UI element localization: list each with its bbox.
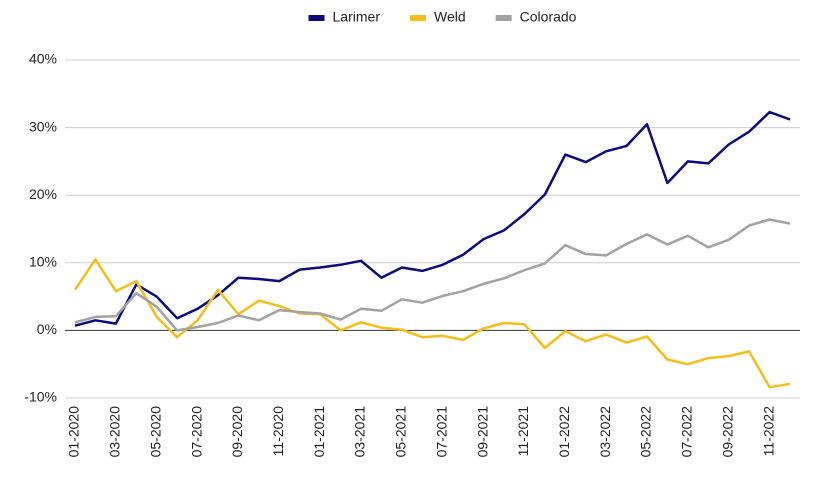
x-tick-label: 01-2020 — [66, 406, 82, 458]
x-tick-label: 11-2021 — [515, 406, 531, 457]
legend-swatch — [308, 15, 325, 21]
x-tick-label: 09-2021 — [474, 406, 490, 458]
y-tick-label: 10% — [29, 254, 57, 270]
x-tick-label: 03-2020 — [107, 406, 123, 458]
x-tick-label: 07-2021 — [433, 406, 449, 458]
x-tick-label: 01-2022 — [556, 406, 572, 458]
y-tick-label: 20% — [29, 186, 57, 202]
legend-swatch — [409, 15, 426, 21]
x-tick-label: 05-2021 — [393, 406, 409, 458]
x-tick-label: 03-2021 — [352, 406, 368, 458]
legend-swatch — [495, 15, 512, 21]
x-tick-label: 09-2020 — [229, 406, 245, 458]
x-tick-label: 05-2022 — [638, 406, 654, 458]
x-tick-label: 11-2020 — [270, 406, 286, 457]
y-tick-label: -10% — [24, 389, 57, 405]
x-tick-label: 05-2020 — [147, 406, 163, 458]
legend-label: Colorado — [520, 9, 577, 25]
legend-label: Weld — [434, 9, 466, 25]
x-tick-label: 11-2022 — [760, 406, 776, 457]
legend: Larimer Weld Colorado — [308, 9, 577, 25]
legend-label: Larimer — [333, 9, 381, 25]
series-line — [73, 258, 791, 389]
y-tick-label: 40% — [29, 51, 57, 67]
x-tick-label: 03-2022 — [597, 406, 613, 458]
series-line — [74, 110, 791, 327]
x-tick-label: 09-2022 — [719, 406, 735, 458]
x-tick-label: 01-2021 — [311, 406, 327, 458]
x-tick-label: 07-2020 — [188, 406, 204, 458]
y-tick-label: 30% — [29, 118, 57, 134]
series-line — [74, 218, 791, 332]
x-tick-label: 07-2022 — [679, 406, 695, 458]
y-tick-label: 0% — [37, 321, 57, 337]
